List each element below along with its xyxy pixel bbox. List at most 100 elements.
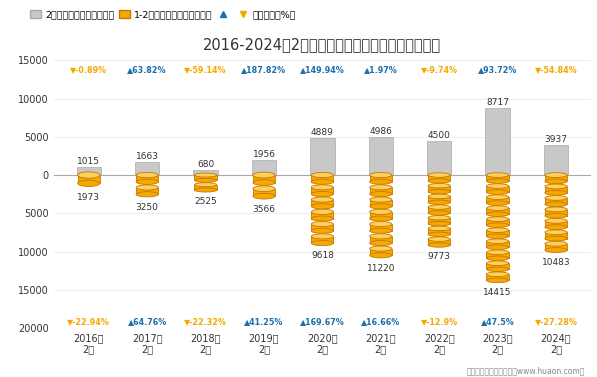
Ellipse shape	[311, 241, 334, 246]
Bar	[135, 162, 159, 175]
Ellipse shape	[545, 248, 567, 253]
Bar	[428, 186, 450, 192]
Ellipse shape	[253, 172, 275, 178]
Bar	[311, 187, 334, 194]
Ellipse shape	[311, 228, 334, 233]
Text: ▲1.97%: ▲1.97%	[364, 65, 398, 74]
Text: 2525: 2525	[194, 197, 217, 206]
Ellipse shape	[487, 179, 509, 183]
Text: ▼-27.28%: ▼-27.28%	[534, 317, 577, 326]
Bar	[545, 198, 567, 204]
Ellipse shape	[428, 173, 450, 177]
Ellipse shape	[311, 209, 334, 215]
Ellipse shape	[428, 243, 450, 247]
Ellipse shape	[253, 193, 275, 199]
Text: ▲47.5%: ▲47.5%	[481, 317, 515, 326]
Ellipse shape	[545, 190, 567, 195]
Ellipse shape	[545, 207, 567, 212]
Ellipse shape	[545, 184, 567, 189]
Ellipse shape	[136, 172, 158, 178]
Ellipse shape	[545, 225, 567, 230]
Ellipse shape	[487, 250, 509, 254]
Bar	[370, 248, 392, 255]
Ellipse shape	[545, 236, 567, 241]
Text: 680: 680	[197, 160, 214, 169]
Ellipse shape	[428, 200, 450, 204]
Ellipse shape	[487, 173, 509, 177]
Ellipse shape	[370, 197, 392, 202]
Text: ▲149.94%: ▲149.94%	[300, 65, 344, 74]
Ellipse shape	[311, 216, 334, 221]
Bar	[428, 239, 450, 245]
Ellipse shape	[311, 192, 334, 196]
Ellipse shape	[487, 245, 509, 250]
Bar	[253, 188, 275, 196]
Bar	[195, 175, 217, 180]
Ellipse shape	[487, 272, 509, 277]
Bar	[487, 219, 509, 225]
Ellipse shape	[195, 183, 217, 187]
Ellipse shape	[428, 216, 450, 220]
Ellipse shape	[253, 186, 275, 192]
Ellipse shape	[428, 211, 450, 215]
Bar	[485, 108, 510, 175]
Ellipse shape	[78, 172, 100, 178]
Ellipse shape	[428, 205, 450, 209]
Ellipse shape	[370, 204, 392, 209]
Ellipse shape	[311, 204, 334, 209]
Bar	[311, 236, 334, 243]
Ellipse shape	[136, 192, 158, 197]
Bar	[428, 218, 450, 224]
Ellipse shape	[311, 197, 334, 202]
Text: 4500: 4500	[427, 130, 451, 139]
Ellipse shape	[487, 261, 509, 265]
Bar	[545, 175, 567, 181]
Ellipse shape	[487, 239, 509, 244]
Bar	[487, 208, 509, 214]
Ellipse shape	[370, 209, 392, 215]
Text: 1956: 1956	[253, 150, 275, 159]
Ellipse shape	[487, 184, 509, 188]
Ellipse shape	[370, 192, 392, 196]
Ellipse shape	[428, 189, 450, 194]
Bar	[136, 187, 158, 194]
Ellipse shape	[428, 179, 450, 183]
Bar	[428, 228, 450, 234]
Ellipse shape	[311, 234, 334, 239]
Text: 3937: 3937	[544, 135, 568, 144]
Bar	[311, 175, 334, 182]
Bar	[545, 209, 567, 216]
Ellipse shape	[370, 222, 392, 227]
Text: ▲187.82%: ▲187.82%	[241, 65, 287, 74]
Ellipse shape	[545, 196, 567, 200]
Bar	[136, 175, 158, 182]
Bar	[195, 185, 217, 190]
Ellipse shape	[428, 194, 450, 199]
Ellipse shape	[545, 241, 567, 246]
Text: 11220: 11220	[367, 264, 395, 273]
Text: 14415: 14415	[484, 288, 512, 297]
Bar	[370, 236, 392, 243]
Ellipse shape	[78, 180, 100, 187]
Bar	[311, 212, 334, 219]
Text: ▼-22.94%: ▼-22.94%	[67, 317, 110, 326]
Bar	[487, 230, 509, 236]
Bar	[368, 137, 393, 175]
Bar	[487, 175, 509, 181]
Text: 3250: 3250	[136, 202, 159, 211]
Bar	[370, 187, 392, 194]
Ellipse shape	[487, 195, 509, 199]
Text: ▲16.66%: ▲16.66%	[361, 317, 401, 326]
Ellipse shape	[487, 206, 509, 210]
Bar	[545, 232, 567, 239]
Text: 9773: 9773	[427, 253, 451, 262]
Text: ▲169.67%: ▲169.67%	[300, 317, 344, 326]
Text: ▼-54.84%: ▼-54.84%	[535, 65, 577, 74]
Title: 2016-2024年2月郑州商品交易所棉花期货成交金额: 2016-2024年2月郑州商品交易所棉花期货成交金额	[204, 37, 441, 52]
Ellipse shape	[487, 201, 509, 205]
Bar	[370, 175, 392, 182]
Bar	[487, 186, 509, 192]
Text: ▲41.25%: ▲41.25%	[244, 317, 284, 326]
Ellipse shape	[428, 221, 450, 226]
Bar	[310, 138, 335, 175]
